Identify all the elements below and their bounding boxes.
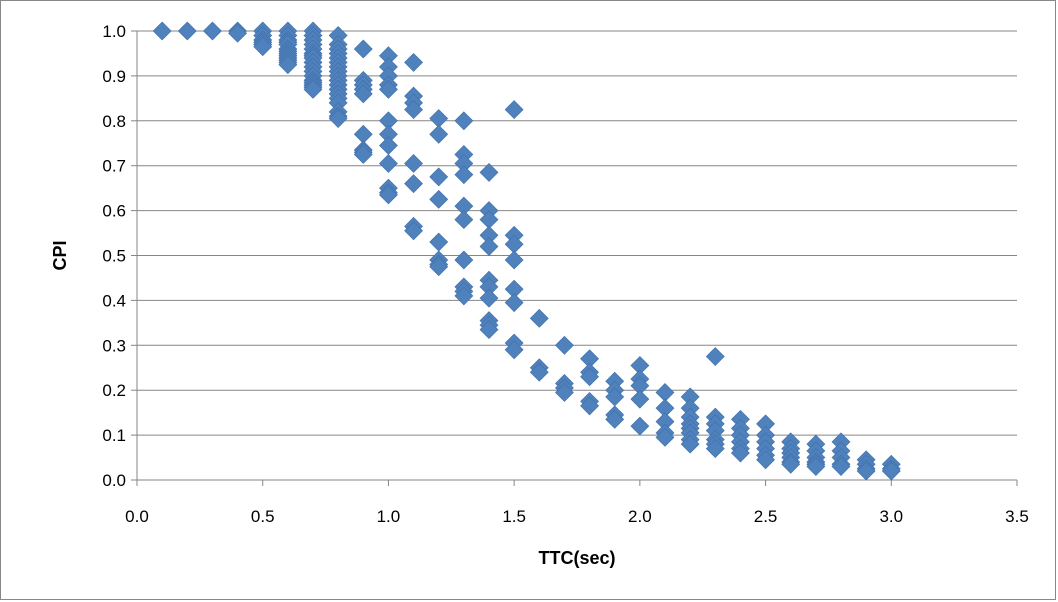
data-point [580,367,599,387]
data-point [655,427,675,447]
gridlines [137,30,1017,436]
data-point [253,37,273,57]
data-point [429,167,449,187]
y-tick-label: 0.2 [102,381,126,400]
y-tick-label: 0.6 [102,202,126,221]
data-point [404,174,423,194]
y-tick-label: 0.0 [102,471,126,490]
data-point [454,210,474,230]
y-tick-label: 0.4 [102,291,126,310]
data-point [454,286,474,306]
data-point [404,221,423,241]
x-tick-label: 0.0 [125,507,149,526]
data-point [353,145,373,164]
x-tick-label: 3.0 [879,507,903,526]
y-axis-title: CPI [50,240,70,270]
x-tick-label: 3.5 [1005,507,1029,526]
data-point [353,39,373,59]
data-point [379,79,398,99]
y-tick-label: 0.1 [102,426,126,445]
y-tick-label: 0.8 [102,112,126,131]
data-point [756,450,775,470]
x-axis-title: TTC(sec) [538,548,615,568]
data-point [379,185,398,205]
data-point [429,124,449,144]
data-point [555,383,574,402]
data-point [504,100,524,119]
data-point [177,21,197,41]
tick-labels: 0.0 0.1 0.2 0.3 0.4 0.5 0.6 0.7 0.8 0.9 1.0 0.0 0.5 1… [102,22,1028,526]
x-tick-label: 1.5 [502,507,526,526]
data-point [152,21,172,41]
axes [131,30,1018,486]
data-point [630,389,650,409]
data-point [680,434,700,454]
data-point [429,257,449,277]
x-tick-label: 1.0 [377,507,401,526]
data-point [881,461,901,481]
y-tick-label: 0.9 [102,67,126,86]
y-tick-label: 0.5 [102,247,126,266]
data-point [379,136,398,155]
x-tick-label: 0.5 [251,507,275,526]
x-tick-label: 2.0 [628,507,652,526]
data-point [228,23,247,43]
data-point [479,237,499,256]
data-point [705,439,725,458]
data-point [529,362,549,382]
data-point [404,53,423,72]
data-point [504,293,524,313]
data-point [705,347,725,366]
data-point [630,416,650,436]
data-point [429,189,449,209]
data-point [580,396,599,416]
y-tick-label: 0.3 [102,336,126,355]
data-point [781,454,801,474]
data-point [856,461,876,481]
data-point [278,55,298,75]
data-point [731,443,750,463]
data-point [404,100,423,119]
data-point [555,335,574,355]
data-point [454,165,474,185]
y-tick-label: 0.7 [102,157,126,176]
data-point [379,154,398,173]
data-point [454,250,474,270]
data-point [479,320,499,340]
data-point [529,308,549,328]
data-point [429,232,449,252]
data-point [806,457,826,476]
data-point [303,79,323,99]
data-point [479,288,499,308]
data-point [353,84,373,104]
data-point [404,154,423,173]
data-point [504,250,524,270]
data-point [831,457,851,476]
data-point [504,340,524,360]
data-point [479,163,499,182]
data-points [152,21,901,481]
data-point [328,109,348,128]
x-tick-label: 2.5 [754,507,778,526]
data-point [605,409,625,429]
y-tick-label: 1.0 [102,22,126,41]
data-point [203,21,222,41]
data-point [454,111,474,131]
